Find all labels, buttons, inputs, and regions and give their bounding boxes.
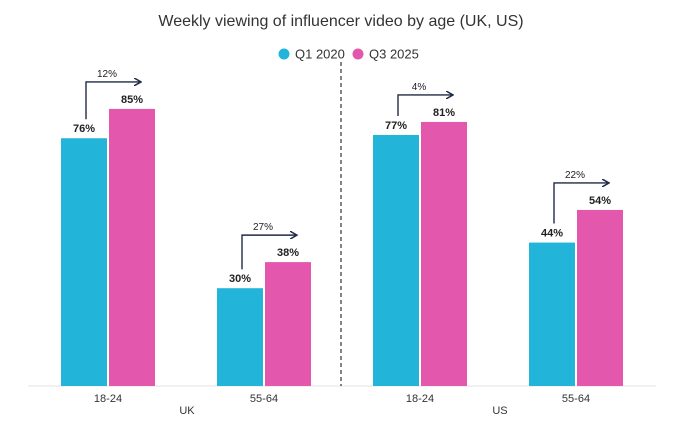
value-label: 44% [541,228,563,240]
change-arrow [241,235,296,270]
value-label: 77% [385,120,407,132]
value-label: 30% [229,273,251,285]
x-tick-label: 55-64 [562,393,590,405]
value-label: 54% [589,195,611,207]
x-tick-label: 18-24 [94,393,122,405]
bar-us-18-24-s2 [421,121,467,386]
value-label: 76% [73,123,95,135]
change-arrow [397,95,452,116]
panel-label-uk: UK [179,405,195,417]
bar-us-55-64-s2 [577,209,623,386]
change-label: 12% [97,69,117,80]
change-label: 27% [253,222,273,233]
change-arrow [553,183,608,224]
value-label: 85% [121,94,143,106]
chart-title: Weekly viewing of influencer video by ag… [158,13,523,30]
bar-uk-18-24-s1 [61,138,107,386]
legend-swatch-2 [352,48,364,60]
bar-uk-55-64-s1 [217,288,263,386]
change-arrow [85,82,140,120]
value-label: 81% [433,107,455,119]
bar-uk-55-64-s2 [265,262,311,386]
legend-label-1: Q1 2020 [295,47,345,62]
panel-label-us: US [492,405,507,417]
legend: Q1 2020 Q3 2025 [278,47,419,62]
bar-us-18-24-s1 [373,134,419,386]
change-label: 22% [565,170,585,181]
legend-label-2: Q3 2025 [369,47,419,62]
x-tick-label: 55-64 [250,393,278,405]
x-tick-label: 18-24 [406,393,434,405]
bar-us-55-64-s1 [529,242,575,386]
value-label: 38% [277,247,299,259]
change-label: 4% [412,82,427,93]
plot-area: 76% 85% 12% 18-24 30% 38% 27% 55-64 77% 81% 4% 18-2… [61,69,623,417]
legend-swatch-1 [278,48,290,60]
bar-uk-18-24-s2 [109,108,155,387]
